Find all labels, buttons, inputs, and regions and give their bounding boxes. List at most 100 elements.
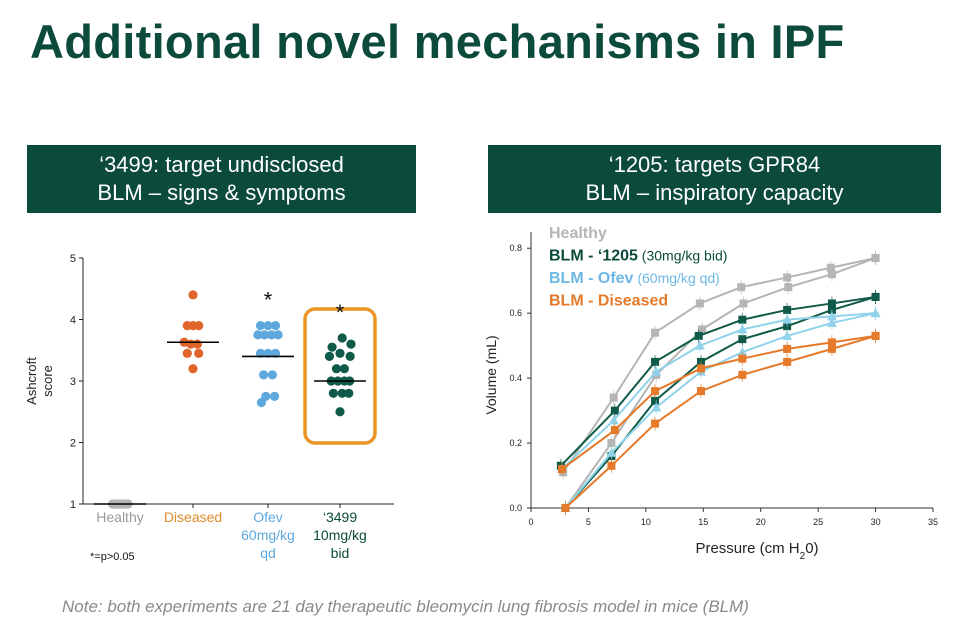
ashcroft-point — [270, 321, 281, 331]
ashcroft-point — [345, 351, 355, 361]
ashcroft-point — [324, 351, 335, 361]
ashcroft-y-tick-label: 3 — [70, 376, 76, 388]
right-header-line1: ‘1205: targets GPR84 — [608, 152, 821, 177]
pv-y-tick-label: 0.6 — [509, 308, 522, 318]
pv-point — [610, 406, 619, 415]
pv-x-tick-label: 25 — [813, 517, 823, 527]
pv-point — [871, 292, 880, 301]
pv-x-tick-label: 35 — [928, 517, 938, 527]
pv-point — [783, 273, 792, 282]
ashcroft-point — [194, 321, 204, 331]
ashcroft-y-label-line2: score — [40, 365, 55, 397]
pv-series-line — [561, 312, 876, 470]
group-label: 10mg/kg — [313, 527, 367, 543]
pv-x-tick-label: 30 — [871, 517, 881, 527]
pv-point — [870, 308, 881, 318]
pv-x-tick-label: 20 — [756, 517, 766, 527]
slide-title: Additional novel mechanisms in IPF — [30, 15, 845, 68]
right-header-line2: BLM – inspiratory capacity — [585, 180, 844, 205]
pv-y-tick-label: 0.0 — [509, 503, 522, 513]
significance-footnote: *=p>0.05 — [90, 551, 135, 563]
pv-series-line — [564, 257, 876, 509]
significance-marker: * — [264, 288, 273, 313]
pv-x-label: Pressure (cm H20) — [695, 540, 818, 562]
ashcroft-point — [182, 348, 192, 358]
ashcroft-y-tick-label: 1 — [70, 499, 76, 511]
ashcroft-point — [255, 321, 266, 331]
pv-series-line — [560, 295, 876, 467]
pv-point — [783, 344, 792, 353]
pv-series-line — [564, 312, 876, 509]
pv-y-tick-label: 0.8 — [509, 243, 522, 253]
ashcroft-point — [344, 388, 354, 398]
ashcroft-point — [263, 321, 273, 331]
significance-marker: * — [336, 300, 345, 325]
legend-entry: BLM - Diseased — [549, 293, 668, 310]
pv-point — [696, 387, 705, 396]
ashcroft-point — [256, 397, 266, 408]
ashcroft-point — [328, 388, 338, 398]
ashcroft-point — [253, 330, 263, 340]
pv-x-label-end: 0) — [805, 540, 818, 557]
pv-point — [651, 357, 660, 366]
pv-point — [783, 305, 792, 314]
pv-point — [651, 387, 660, 396]
pv-point — [651, 328, 660, 337]
ashcroft-point — [327, 342, 337, 352]
pv-point — [827, 270, 836, 279]
pv-point — [782, 330, 793, 340]
group-label: Ofev — [253, 509, 283, 525]
pv-x-tick-label: 10 — [641, 517, 651, 527]
ashcroft-point — [346, 339, 356, 349]
pv-point — [738, 335, 747, 344]
ashcroft-point — [335, 407, 345, 417]
ashcroft-point — [337, 333, 347, 343]
ashcroft-y-tick-label: 2 — [70, 438, 76, 450]
pv-point — [561, 504, 570, 512]
pv-point — [696, 364, 705, 373]
pv-point — [737, 324, 748, 334]
pv-point — [826, 317, 837, 327]
pv-x-tick-label: 15 — [698, 517, 708, 527]
pv-point — [783, 357, 792, 366]
ashcroft-point — [331, 364, 342, 374]
ashcroft-point — [188, 364, 198, 374]
footnote-note: Note: both experiments are 21 day therap… — [62, 597, 749, 616]
pv-point — [608, 415, 619, 425]
ashcroft-y-tick-label: 5 — [70, 253, 76, 265]
pv-point — [738, 370, 747, 379]
pv-series-line — [564, 334, 876, 509]
ashcroft-point — [259, 330, 270, 340]
ashcroft-point — [337, 388, 347, 398]
pv-point — [607, 439, 616, 448]
pv-point — [609, 393, 618, 402]
ashcroft-point — [188, 290, 198, 300]
pv-x-tick-label: 5 — [586, 517, 591, 527]
left-header-line2: BLM – signs & symptoms — [97, 180, 346, 205]
ashcroft-point — [266, 330, 277, 340]
ashcroft-point — [192, 339, 202, 349]
ashcroft-chart: 1 2 3 4 5 Ashcroft score Healthy Diseased * Ofev 60… — [24, 253, 394, 563]
legend-entry: BLM - ‘1205 (30mg/kg bid) — [549, 248, 727, 265]
ashcroft-point — [267, 370, 277, 380]
pv-point — [738, 315, 747, 324]
right-panel-header: ‘1205: targets GPR84 BLM – inspiratory c… — [488, 145, 941, 213]
pv-point — [607, 461, 616, 470]
group-label: ‘3499 — [323, 509, 357, 525]
legend-entry: BLM - Ofev (60mg/kg qd) — [549, 270, 720, 287]
group-label: qd — [260, 545, 276, 561]
pv-point — [606, 447, 617, 457]
legend-entry-detail: (60mg/kg qd) — [633, 270, 719, 286]
ashcroft-point — [339, 364, 349, 374]
ashcroft-y-tick-label: 4 — [70, 315, 76, 327]
group-label: 60mg/kg — [241, 527, 295, 543]
pv-series-line — [562, 256, 876, 473]
ashcroft-point — [259, 370, 269, 380]
pv-point — [694, 340, 705, 350]
pv-point — [871, 331, 880, 340]
group-label: Healthy — [96, 509, 143, 525]
pv-point — [737, 283, 746, 292]
pv-series-line — [564, 295, 876, 509]
ashcroft-point — [335, 348, 345, 358]
pv-point — [610, 426, 619, 435]
